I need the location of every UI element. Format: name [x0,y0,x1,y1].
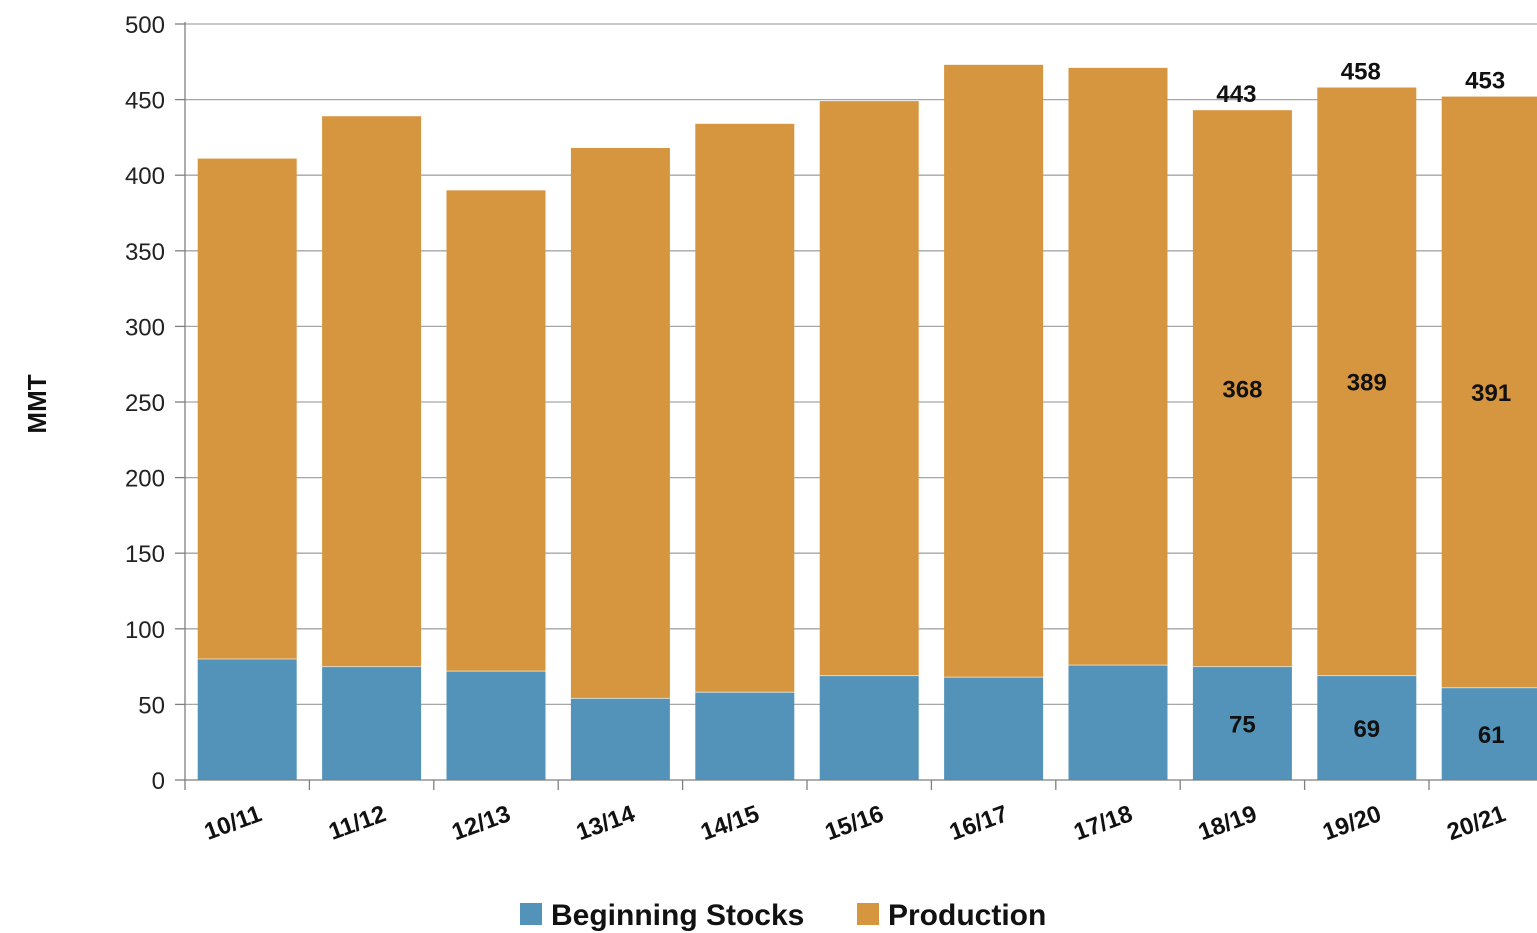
data-label-beginning-stocks: 69 [1353,716,1380,743]
y-axis-ticks: 0 50 100 150 200 250 300 350 400 450 500 [125,12,185,795]
data-labels: 75 368 443 69 389 458 61 391 453 [1216,59,1511,749]
x-tick-label: 17/18 [1070,800,1136,846]
y-tick-label: 100 [125,617,165,644]
x-tick-label: 19/20 [1319,800,1385,846]
x-axis-ticks: 10/11 11/12 12/13 13/14 14/15 15/16 16/17 17/18… [184,780,1510,846]
x-tick-label: 20/21 [1444,800,1510,846]
bar-beginning-stocks [570,698,670,780]
bar-production [322,116,422,667]
bar-beginning-stocks [944,677,1044,780]
legend-swatch [520,903,542,925]
data-label-production: 391 [1471,380,1511,407]
bars [197,64,1537,780]
y-tick-label: 200 [125,466,165,493]
y-tick-label: 250 [125,390,165,417]
bar-beginning-stocks [322,666,422,780]
bar-production [695,123,795,693]
y-tick-label: 450 [125,88,165,115]
x-tick-label: 14/15 [697,800,763,846]
bar-production [197,158,297,660]
x-tick-label: 10/11 [201,800,265,845]
y-tick-label: 400 [125,163,165,190]
bar-beginning-stocks [819,675,919,780]
legend: Beginning Stocks Production [520,899,1046,932]
legend-label: Beginning Stocks [551,899,804,932]
bar-production [944,64,1044,678]
bar-production [1441,96,1537,688]
x-tick-label: 12/13 [448,800,514,846]
x-tick-label: 18/19 [1195,800,1261,846]
x-tick-label: 13/14 [573,800,639,846]
y-tick-label: 0 [152,768,165,795]
y-tick-label: 50 [138,692,165,719]
x-tick-label: 11/12 [325,800,389,845]
bar-production [570,147,670,699]
data-label-production: 368 [1222,376,1262,403]
bar-production [1317,87,1417,676]
x-tick-label: 15/16 [822,800,888,846]
bar-beginning-stocks [695,692,795,780]
data-label-beginning-stocks: 75 [1229,711,1256,738]
bar-beginning-stocks [1441,687,1537,780]
bar-beginning-stocks [1068,665,1168,780]
data-label-production: 389 [1347,370,1387,397]
bar-beginning-stocks [197,659,297,780]
legend-label: Production [888,899,1046,932]
legend-swatch [857,903,879,925]
y-tick-label: 150 [125,541,165,568]
x-tick-label: 16/17 [946,800,1012,846]
bar-production [819,101,919,676]
bar-beginning-stocks [446,671,546,780]
bar-production [1068,67,1168,666]
data-label-total: 453 [1465,68,1505,95]
y-axis-label: MMT [22,374,52,433]
bar-beginning-stocks [1317,675,1417,780]
data-label-total: 443 [1216,81,1256,108]
y-tick-label: 500 [125,12,165,39]
data-label-beginning-stocks: 61 [1478,722,1505,749]
bar-production [446,190,546,672]
y-tick-label: 300 [125,314,165,341]
y-tick-label: 350 [125,239,165,266]
data-label-total: 458 [1341,59,1381,86]
bar-production [1192,110,1292,667]
bar-beginning-stocks [1192,666,1292,780]
